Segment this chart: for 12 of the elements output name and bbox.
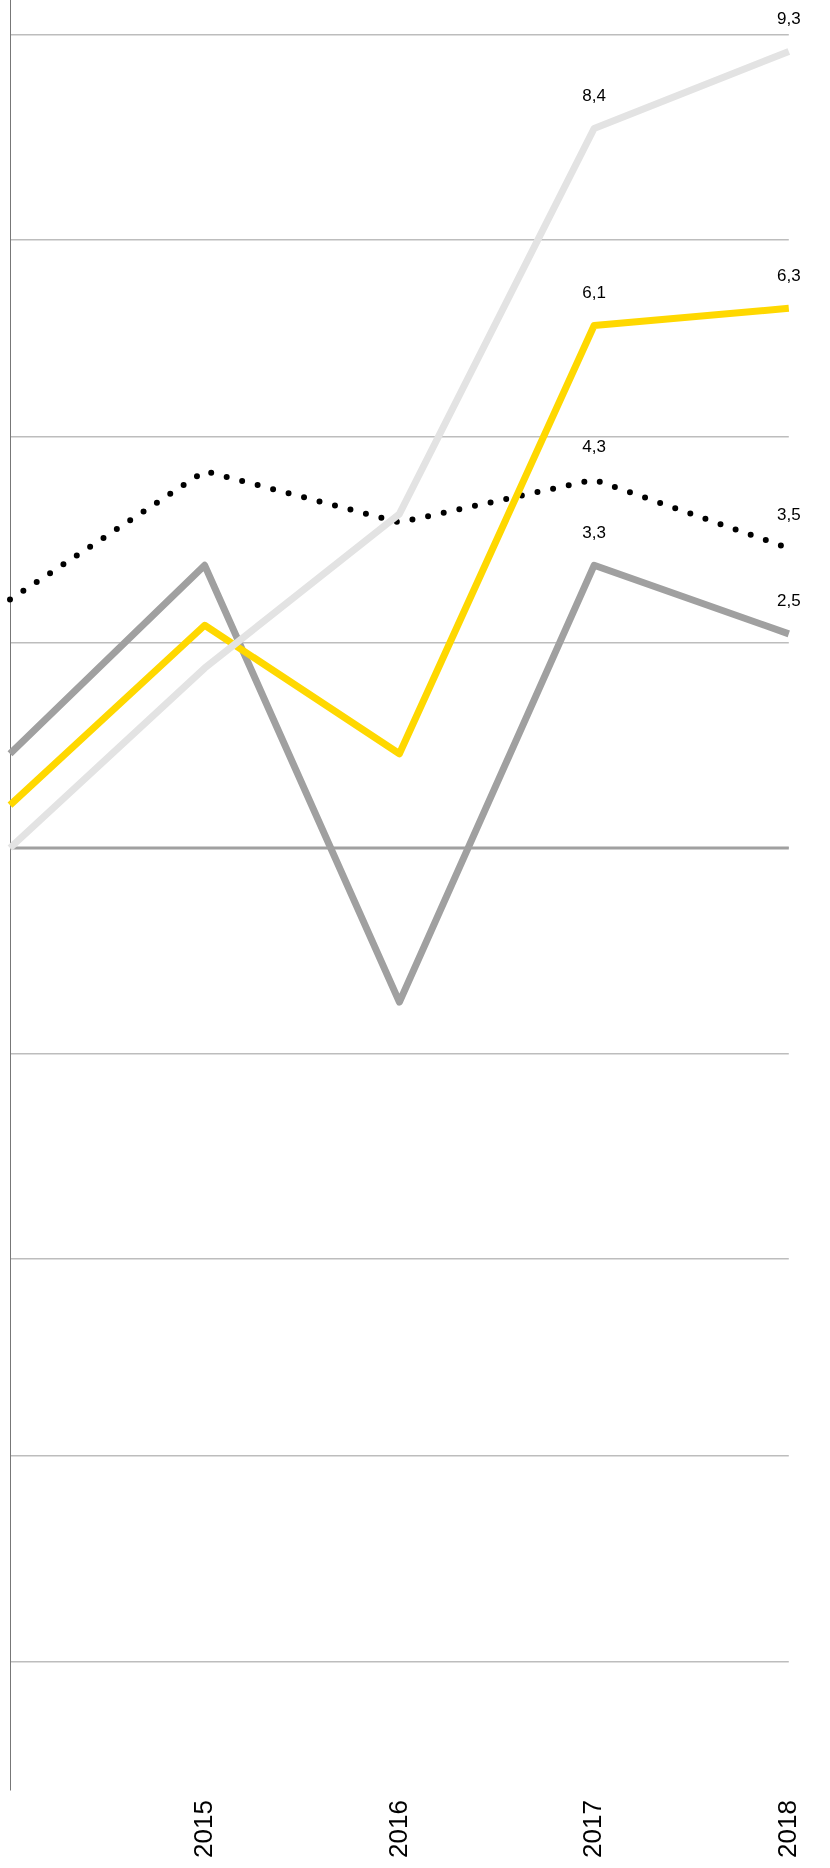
x-tick-label: 2018 [771, 1800, 802, 1858]
data-label: 6,3 [776, 265, 801, 285]
x-tick-label: 2017 [577, 1800, 608, 1858]
data-label: 6,1 [582, 282, 606, 302]
data-label: 9,3 [776, 8, 801, 28]
data-label: 2,5 [776, 591, 801, 611]
data-label: 4,3 [582, 436, 606, 456]
x-tick-label: 2016 [382, 1800, 413, 1858]
x-tick-label: 2015 [187, 1800, 218, 1858]
data-label: 8,4 [582, 85, 606, 105]
data-label: 3,3 [582, 522, 606, 542]
data-label: 3,5 [776, 505, 801, 525]
